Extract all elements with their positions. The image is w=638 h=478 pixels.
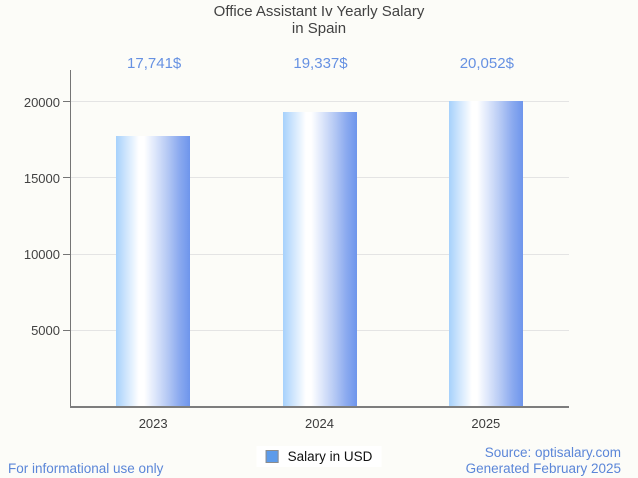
bar-value-label-2025: 20,052$ — [459, 55, 514, 72]
bar-2025[interactable] — [448, 100, 523, 407]
footer-source-line: Source: optisalary.com — [484, 445, 621, 460]
y-axis-line — [70, 70, 71, 407]
legend-swatch-icon — [265, 450, 279, 463]
y-axis-label-10000: 10000 — [23, 247, 60, 262]
footer-generated-line: Generated February 2025 — [465, 460, 621, 476]
y-axis-tick-10000 — [63, 253, 70, 255]
bar-value-label-2024: 19,337$ — [293, 55, 348, 72]
chart-title: Office Assistant Iv Yearly Salary in Spa… — [0, 3, 638, 37]
bar-2023[interactable] — [116, 135, 191, 407]
gridline-20000 — [70, 101, 569, 102]
x-axis-label-2023: 2023 — [138, 416, 168, 431]
x-axis-label-2024: 2024 — [305, 416, 334, 431]
bar-value-label-2023: 17,741$ — [127, 55, 182, 72]
y-axis-tick-20000 — [63, 101, 70, 102]
legend-label: Salary in USD — [287, 449, 373, 464]
x-axis-label-2025: 2025 — [471, 416, 501, 431]
y-axis-label-15000: 15000 — [23, 170, 60, 186]
y-axis-tick-5000 — [63, 329, 70, 331]
y-axis-label-20000: 20000 — [23, 94, 60, 110]
chart-title-line1: Office Assistant Iv Yearly Salary — [213, 3, 425, 20]
footer-source-block: Source: optisalary.com Generated Februar… — [466, 445, 621, 476]
chart-title-line2: in Spain — [291, 20, 347, 37]
legend: Salary in USD — [256, 446, 382, 467]
x-axis-line — [70, 405, 569, 408]
bar-2024[interactable] — [282, 111, 357, 407]
y-axis-label-5000: 5000 — [31, 323, 60, 339]
footer-disclaimer: For informational use only — [8, 461, 164, 476]
y-axis-tick-15000 — [63, 177, 70, 179]
